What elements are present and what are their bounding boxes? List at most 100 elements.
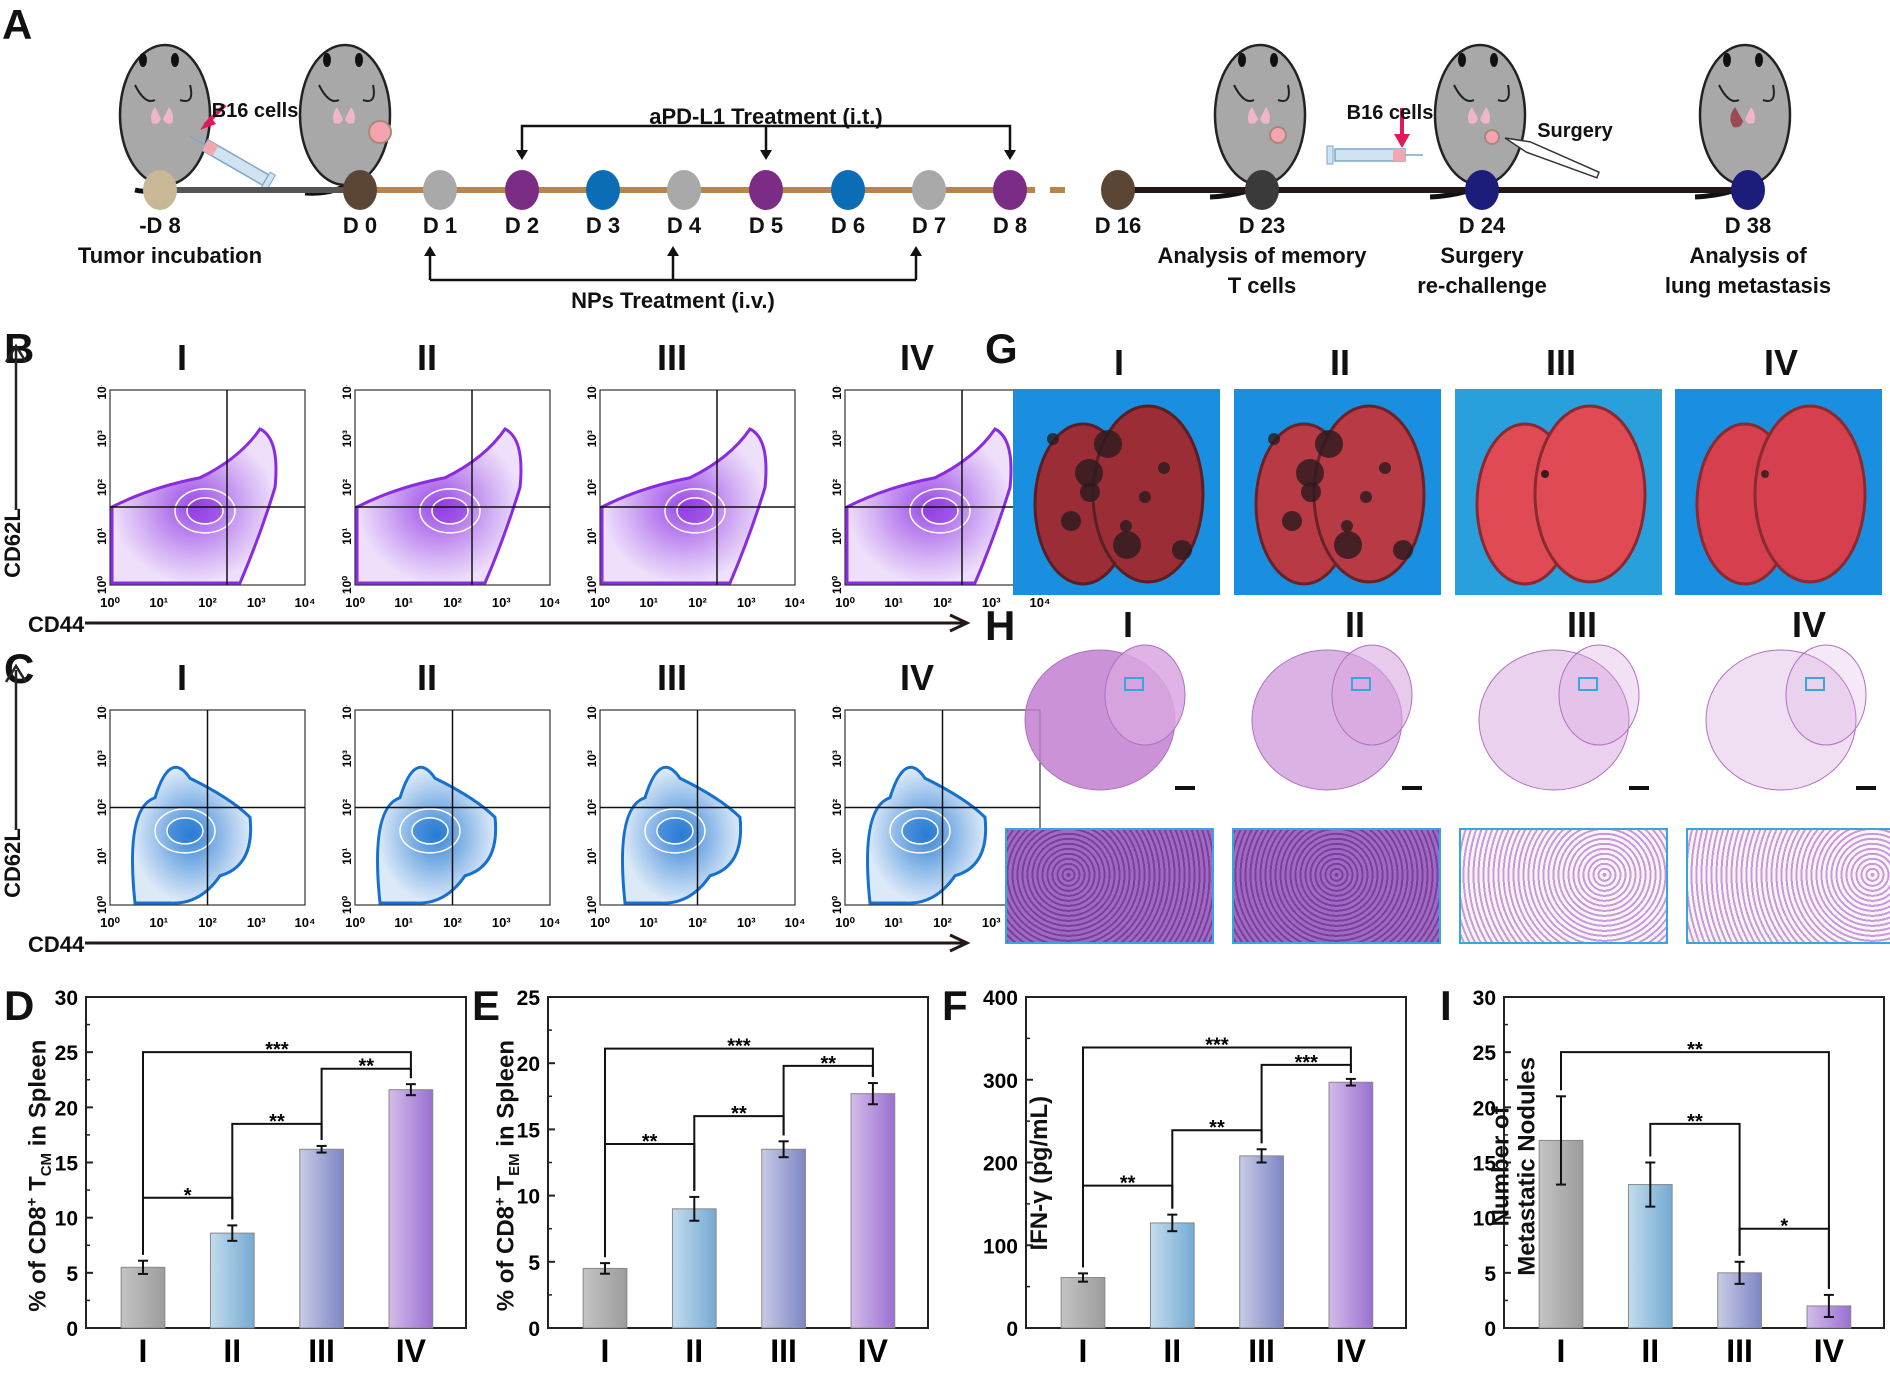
- lung-photo: [1234, 389, 1441, 595]
- x-tick-label: II: [223, 1333, 241, 1369]
- histology-zoom-image: [1005, 828, 1214, 944]
- zoom-region-box: [1805, 677, 1825, 691]
- timeline-point: [1101, 170, 1135, 210]
- lung-tissue-image: [1254, 404, 1426, 586]
- y-tick-label: 10³: [585, 430, 599, 447]
- panel-label-e: E: [472, 982, 501, 1029]
- surgery-label: Surgery: [1537, 120, 1613, 142]
- x-tick-label: 10³: [737, 595, 756, 610]
- timeline-day-label: D 6: [830, 213, 866, 238]
- y-label-part: IFN-γ (pg/mL): [1025, 1095, 1053, 1251]
- significance-label: **: [1687, 1039, 1703, 1061]
- y-label-line: Metastatic Nodules: [1514, 1057, 1541, 1276]
- x-tick-label: IV: [1814, 1333, 1845, 1369]
- y-tick-label: 10⁰: [340, 576, 354, 594]
- timeline-point: [505, 170, 539, 210]
- x-tick-label: 10¹: [884, 595, 903, 610]
- y-tick-label: 10⁰: [95, 576, 109, 594]
- timeline-point: [667, 170, 701, 210]
- y-tick-label: 10⁴: [585, 385, 599, 400]
- x-tick-label: 10¹: [149, 915, 168, 930]
- x-tick-label: 10⁰: [590, 595, 610, 610]
- bar: [1328, 1081, 1374, 1329]
- lung-photo: [1455, 389, 1662, 595]
- significance-label: **: [358, 1056, 374, 1078]
- x-tick-label: II: [1641, 1333, 1659, 1369]
- y-tick-label: 10⁰: [340, 896, 354, 914]
- y-tick-label: 10²: [340, 479, 354, 496]
- timeline-day-label: D 8: [992, 213, 1028, 238]
- significance-label: **: [1687, 1111, 1703, 1133]
- y-tick-label: 10²: [830, 479, 844, 496]
- timeline-point: [343, 170, 377, 210]
- group-label: I: [176, 337, 187, 378]
- timeline-point: [749, 170, 783, 210]
- y-axis-label: CD62L: [0, 828, 25, 898]
- lung-tissue-image: [1695, 404, 1867, 586]
- timeline-day-label: D 38: [1724, 213, 1772, 238]
- significance-label: **: [269, 1111, 285, 1133]
- timeline-desc-label: lung metastasis: [1664, 273, 1832, 298]
- y-tick-label: 10¹: [340, 528, 354, 545]
- group-label: I: [1113, 342, 1124, 383]
- x-tick-label: I: [139, 1333, 148, 1369]
- timeline-desc-label: T cells: [1227, 273, 1297, 298]
- y-tick-label: 10¹: [95, 848, 109, 865]
- y-tick-label: 0: [1484, 1318, 1496, 1341]
- x-tick-label: 10⁰: [835, 915, 855, 930]
- x-tick-label: 10²: [933, 915, 952, 930]
- y-tick-label: 10¹: [585, 528, 599, 545]
- y-tick-label: 10⁴: [95, 385, 109, 400]
- y-axis-label: Number of Metastatic Nodules: [1488, 1006, 1542, 1326]
- scalpel-icon: [1504, 137, 1600, 179]
- zoom-region-box: [1578, 677, 1598, 691]
- bar: [582, 1267, 628, 1329]
- mouse-icon: [298, 43, 392, 196]
- significance-label: *: [1780, 1216, 1788, 1238]
- panel-label-b: B: [4, 325, 35, 372]
- significance-bracket: [1560, 1051, 1830, 1289]
- x-tick-label: 10⁴: [785, 595, 806, 610]
- group-label: IV: [899, 337, 934, 378]
- y-tick-label: 10³: [95, 430, 109, 447]
- y-tick-label: 10: [55, 1208, 78, 1231]
- timeline-desc-label: re-challenge: [1417, 273, 1547, 298]
- timeline-desc-label: Analysis of memory: [1157, 243, 1367, 268]
- x-axis-arrow: [85, 933, 971, 953]
- significance-bracket: [1738, 1227, 1830, 1289]
- y-tick-label: 10²: [95, 479, 109, 496]
- x-axis-label: CD44: [28, 612, 85, 637]
- timeline-day-label: D 4: [666, 213, 702, 238]
- x-tick-label: 10⁴: [540, 595, 561, 610]
- group-label: I: [176, 657, 187, 698]
- y-tick-label: 15: [1473, 1153, 1497, 1176]
- y-tick-label: 10⁰: [830, 576, 844, 594]
- x-tick-label: III: [1726, 1333, 1753, 1369]
- x-tick-label: 10⁴: [1030, 595, 1051, 610]
- timeline-point: [423, 170, 457, 210]
- y-tick-label: 10³: [340, 430, 354, 447]
- y-tick-label: 10²: [95, 799, 109, 816]
- y-tick-label: 25: [517, 989, 541, 1010]
- x-tick-label: 10³: [737, 915, 756, 930]
- timeline-day-label: D 24: [1458, 213, 1506, 238]
- y-tick-label: 10³: [830, 750, 844, 767]
- x-tick-label: 10⁴: [295, 595, 316, 610]
- significance-label: **: [820, 1053, 836, 1075]
- group-label: III: [656, 657, 687, 698]
- y-tick-label: 10: [517, 1186, 540, 1209]
- y-tick-label: 10²: [585, 799, 599, 816]
- timeline-point: [993, 170, 1027, 210]
- x-tick-label: 10¹: [884, 915, 903, 930]
- bar: [850, 1093, 896, 1329]
- group-label: III: [1566, 604, 1597, 645]
- significance-label: ***: [1205, 1034, 1229, 1056]
- significance-bracket: [1082, 1046, 1352, 1268]
- nps-treatment-label: NPs Treatment (i.v.): [571, 288, 775, 313]
- y-label-part: in Spleen: [24, 1039, 52, 1153]
